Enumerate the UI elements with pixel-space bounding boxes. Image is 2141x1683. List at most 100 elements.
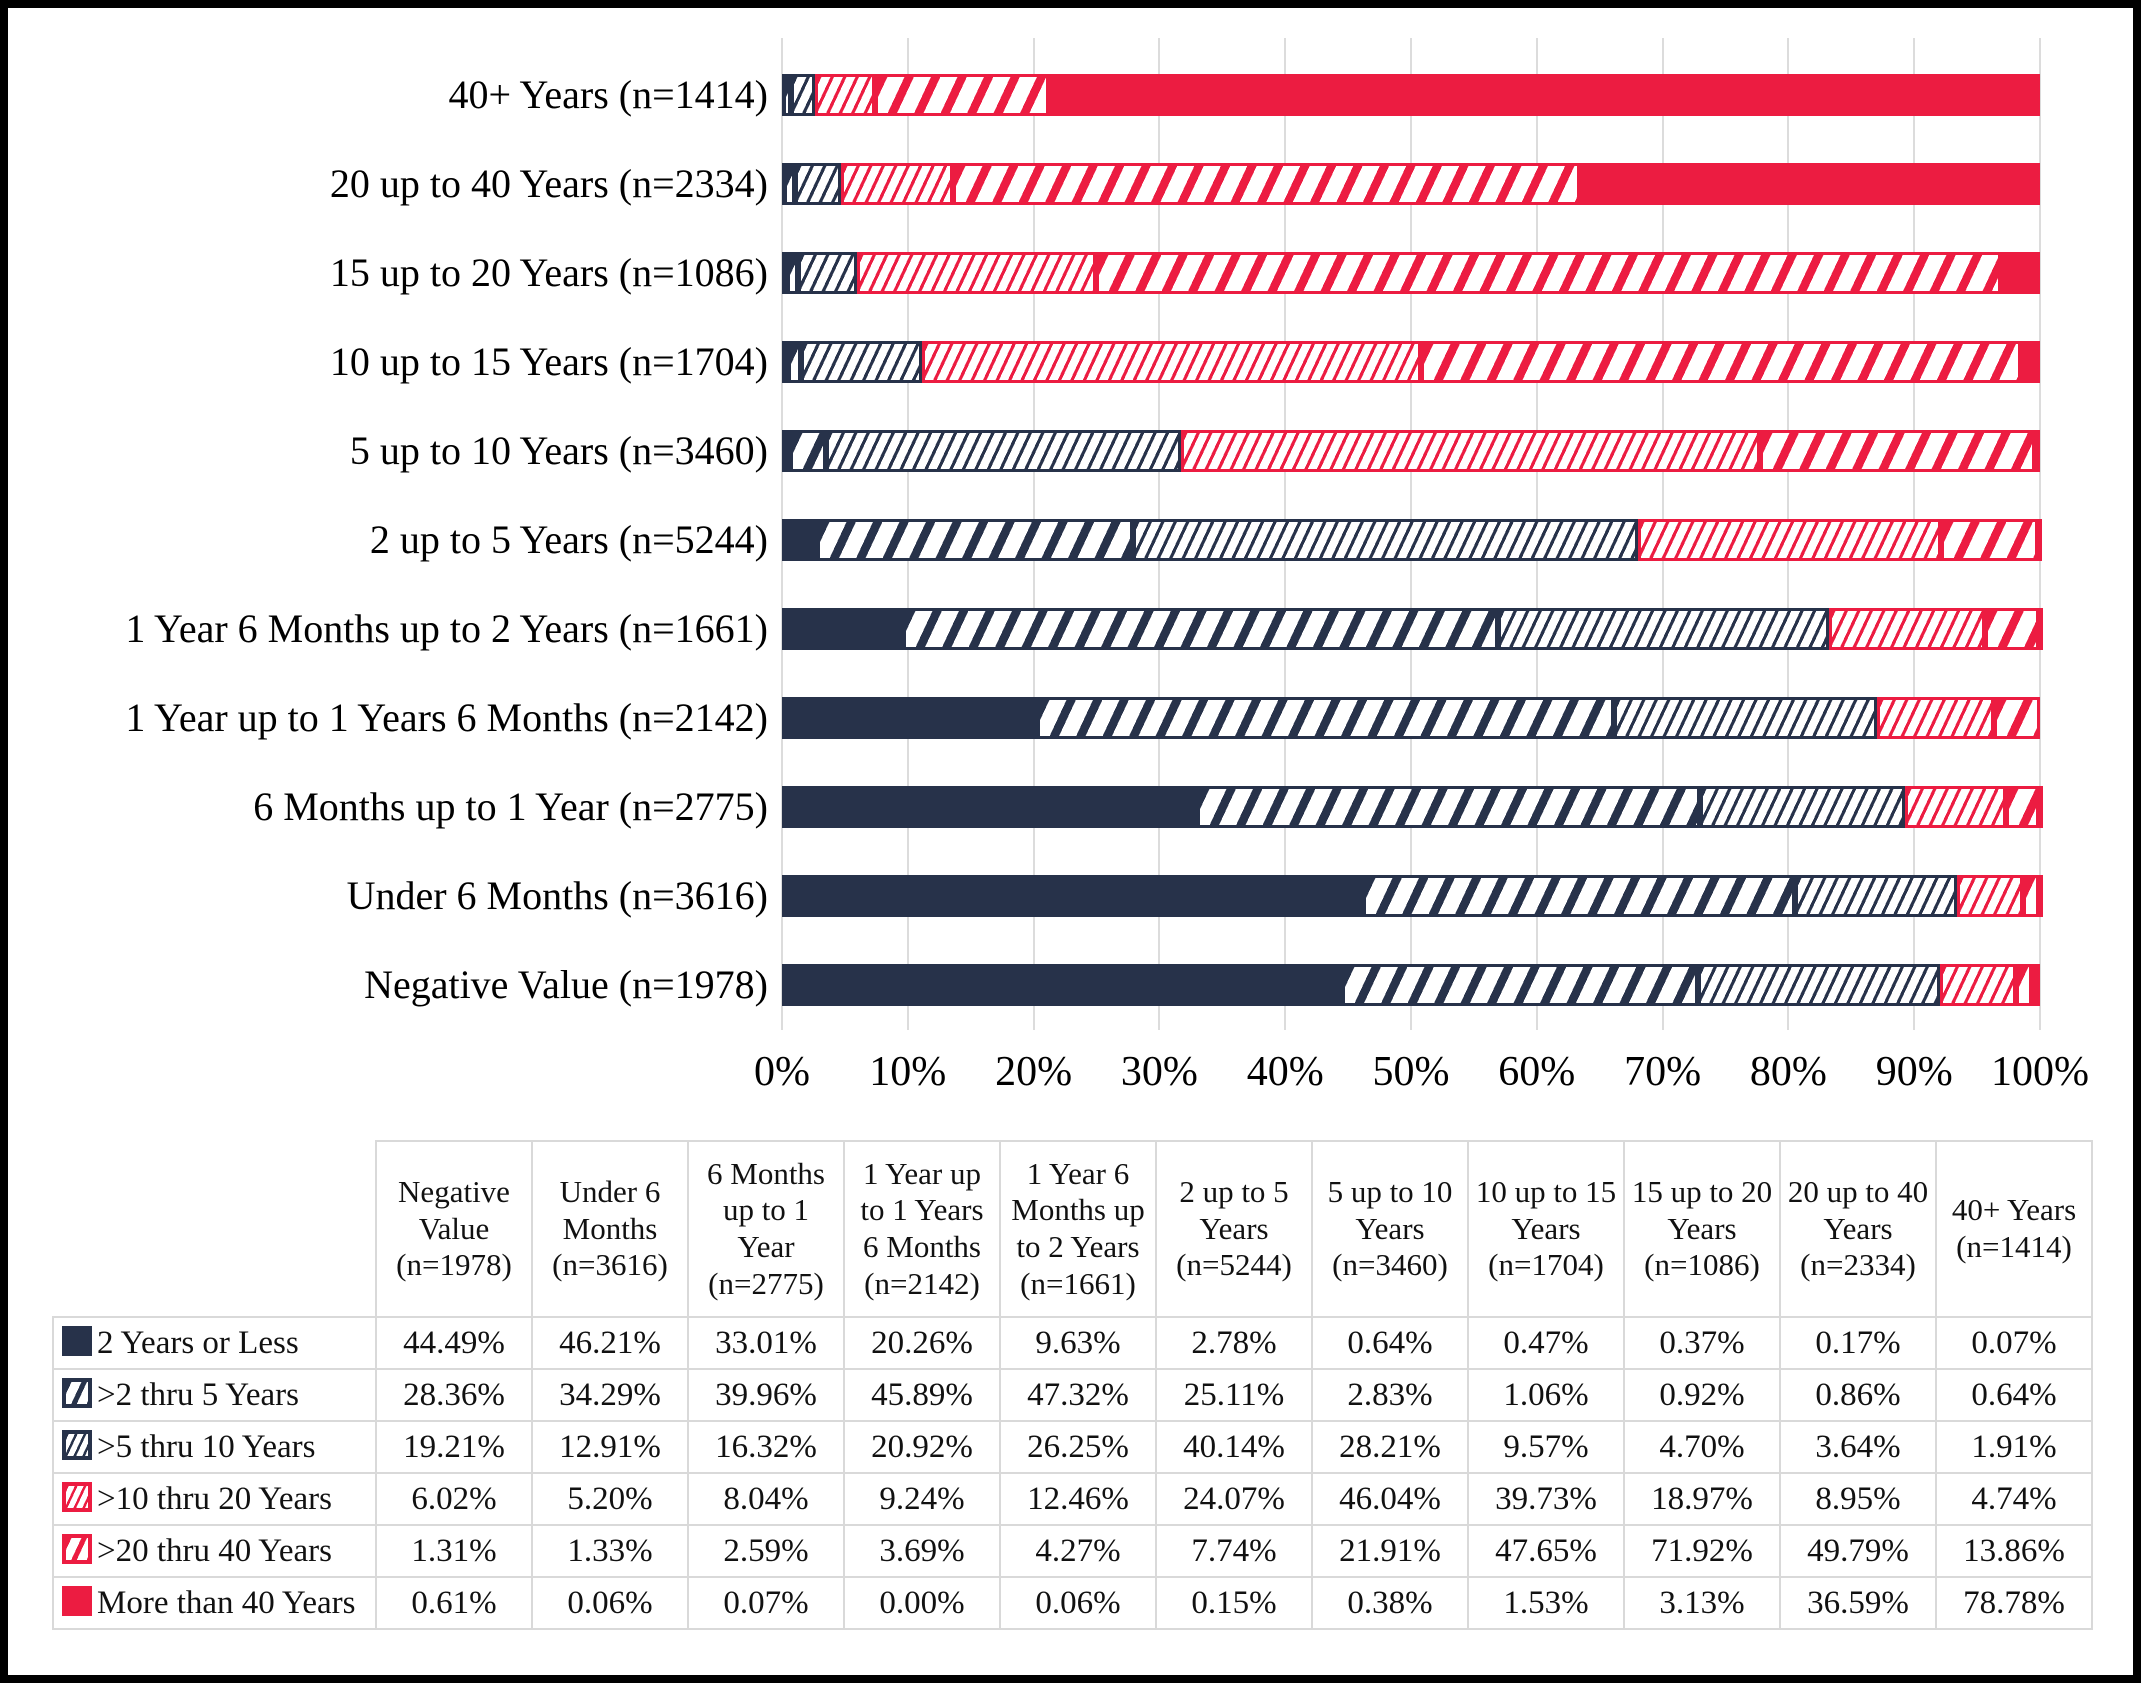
table-value-cell: 45.89% [845, 1370, 1001, 1422]
table-value-cell: 4.74% [1937, 1474, 2093, 1526]
table-row: 2 Years or Less 44.49% 46.21% 33.01% 20.26% 9… [52, 1318, 2093, 1370]
table-value-cell: 0.00% [845, 1578, 1001, 1630]
table-column-header: Under 6 Months (n=3616) [533, 1140, 689, 1318]
table-value-cell: 3.64% [1781, 1422, 1937, 1474]
x-axis-tick-label: 20% [995, 1049, 1073, 1095]
table-value-cell: 13.86% [1937, 1526, 2093, 1578]
bar-segment [1957, 875, 2023, 917]
legend-swatch-icon [62, 1533, 92, 1564]
bar-segment [921, 341, 1422, 383]
table-value-cell: 46.04% [1313, 1474, 1469, 1526]
table-value-cell: 16.32% [689, 1422, 845, 1474]
table-value-cell: 0.37% [1625, 1318, 1781, 1370]
table-value-cell: 1.91% [1937, 1422, 2093, 1474]
table-value-cell: 0.06% [533, 1578, 689, 1630]
table-column-header: 20 up to 40 Years (n=2334) [1781, 1140, 1937, 1318]
table-value-cell: 21.91% [1313, 1526, 1469, 1578]
bar-row [782, 786, 2043, 828]
bar-segment [953, 163, 1580, 205]
bar-row [782, 74, 2040, 116]
bar-segment [1794, 875, 1958, 917]
table-row-label: >2 thru 5 Years [52, 1370, 377, 1422]
bar-segment [2032, 964, 2040, 1006]
bar-segment [782, 341, 788, 383]
bar-segment [2038, 786, 2043, 828]
bar-segment [1180, 430, 1760, 472]
table-value-cell: 0.47% [1469, 1318, 1625, 1370]
bar-segment [857, 252, 1096, 294]
legend-swatch-icon [62, 1481, 92, 1512]
table-column-header: 15 up to 20 Years (n=1086) [1625, 1140, 1781, 1318]
bar-segment [1699, 786, 1906, 828]
legend-swatch-icon [62, 1429, 92, 1460]
table-value-cell: 0.06% [1001, 1578, 1157, 1630]
table-value-cell: 0.61% [377, 1578, 533, 1630]
category-label: 1 Year up to 1 Years 6 Months (n=2142) [125, 695, 768, 740]
bar-segment [2000, 252, 2041, 294]
bar-segment [2015, 964, 2033, 1006]
table-value-cell: 40.14% [1157, 1422, 1313, 1474]
table-column-header: Negative Value (n=1978) [377, 1140, 533, 1318]
bar-segment [903, 608, 1499, 650]
table-value-cell: 20.26% [845, 1318, 1001, 1370]
table-value-cell: 44.49% [377, 1318, 533, 1370]
table-value-cell: 39.73% [1469, 1474, 1625, 1526]
category-label: 40+ Years (n=1414) [448, 72, 768, 117]
table-column-header: 40+ Years (n=1414) [1937, 1140, 2093, 1318]
table-value-cell: 28.36% [377, 1370, 533, 1422]
bar-segment [782, 964, 1342, 1006]
bar-segment [782, 252, 787, 294]
bar-segment [782, 519, 817, 561]
table-value-cell: 2.83% [1313, 1370, 1469, 1422]
legend-swatch-icon [62, 1325, 92, 1356]
table-value-cell: 33.01% [689, 1318, 845, 1370]
bar-segment [2039, 608, 2044, 650]
bar-segment [2006, 786, 2039, 828]
bar-segment [1132, 519, 1638, 561]
bar-row [782, 964, 2040, 1006]
data-table: Negative Value (n=1978) Under 6 Months (n… [52, 1140, 2093, 1630]
series-name: >5 thru 10 Years [97, 1428, 316, 1465]
x-axis-tick-label: 10% [869, 1049, 947, 1095]
series-name: >2 thru 5 Years [97, 1376, 299, 1413]
table-corner-cell [52, 1140, 377, 1318]
table-value-cell: 1.33% [533, 1526, 689, 1578]
x-axis-tick-label: 40% [1246, 1049, 1324, 1095]
bar-segment [1095, 252, 2001, 294]
table-row-label: 2 Years or Less [52, 1318, 377, 1370]
table-row: >5 thru 10 Years 19.21% 12.91% 16.32% 20.92%… [52, 1422, 2093, 1474]
bar-segment [790, 74, 815, 116]
bar-row [782, 875, 2044, 917]
table-value-cell: 39.96% [689, 1370, 845, 1422]
table-value-cell: 12.46% [1001, 1474, 1157, 1526]
table-header-row: Negative Value (n=1978) Under 6 Months (n… [52, 1140, 2093, 1318]
bar-segment [1698, 964, 1941, 1006]
series-name: >10 thru 20 Years [97, 1480, 332, 1517]
table-value-cell: 7.74% [1157, 1526, 1313, 1578]
table-value-cell: 25.11% [1157, 1370, 1313, 1422]
category-label: 6 Months up to 1 Year (n=2775) [253, 784, 768, 829]
bar-segment [1993, 697, 2040, 739]
bar-segment [1905, 786, 2007, 828]
table-value-cell: 12.91% [533, 1422, 689, 1474]
table-value-cell: 9.24% [845, 1474, 1001, 1526]
table-value-cell: 6.02% [377, 1474, 533, 1526]
bar-segment [1985, 608, 2040, 650]
table-value-cell: 8.95% [1781, 1474, 1937, 1526]
table-row: >2 thru 5 Years 28.36% 34.29% 39.96% 45.89% 4… [52, 1370, 2093, 1422]
category-label: 1 Year 6 Months up to 2 Years (n=1661) [125, 606, 768, 651]
bar-segment [782, 786, 1198, 828]
table-row: More than 40 Years 0.61% 0.06% 0.07% 0.00% 0.… [52, 1578, 2093, 1630]
bar-segment [798, 252, 858, 294]
table-value-cell: 36.59% [1781, 1578, 1937, 1630]
bar-segment [1614, 697, 1878, 739]
bar-segment [1048, 74, 2040, 116]
table-value-cell: 0.64% [1937, 1370, 2093, 1422]
table-value-cell: 4.27% [1001, 1526, 1157, 1578]
table-value-cell: 24.07% [1157, 1474, 1313, 1526]
table-value-cell: 0.86% [1781, 1370, 1937, 1422]
table-value-cell: 49.79% [1781, 1526, 1937, 1578]
table-value-cell: 0.17% [1781, 1318, 1937, 1370]
table-value-cell: 0.38% [1313, 1578, 1469, 1630]
bar-segment [1637, 519, 1941, 561]
